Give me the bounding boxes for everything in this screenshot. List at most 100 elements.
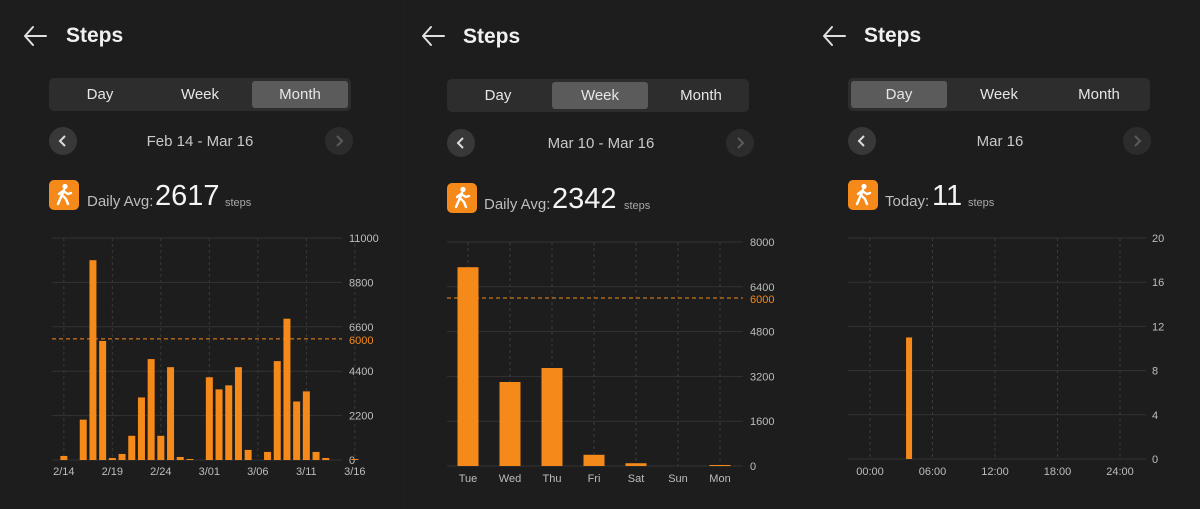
x-tick-label: 00:00 (856, 466, 884, 478)
steps-chart-day: 0 4 8 12 16 20 00:00 06:00 12:00 18:00 24:00 (848, 233, 1164, 478)
walking-person-icon (49, 180, 79, 210)
chevron-left-icon (456, 137, 464, 149)
period-selector: Day Week Month (49, 78, 351, 111)
tab-week[interactable]: Week (979, 86, 1019, 103)
chevron-left-icon (58, 135, 66, 147)
steps-panel-week: Steps Day Week Month Mar 10 - Mar 16 Dai… (401, 0, 801, 509)
next-period-button[interactable] (726, 129, 754, 157)
bar (99, 340, 107, 460)
bar (244, 449, 252, 460)
y-tick-label: 3200 (750, 371, 774, 383)
bar (225, 385, 233, 460)
arrow-left-icon[interactable] (420, 24, 446, 48)
y-tick-label: 1600 (750, 416, 774, 428)
x-tick-label: Mon (709, 473, 730, 485)
bar (167, 367, 175, 460)
tab-month[interactable]: Month (680, 87, 722, 104)
page-title: Steps (463, 25, 521, 48)
y-tick-label: 2200 (349, 411, 373, 423)
arrow-left-icon[interactable] (821, 24, 847, 48)
bar (264, 451, 272, 460)
bar (273, 361, 281, 460)
bar (234, 367, 242, 460)
date-range: Mar 16 (976, 133, 1024, 150)
tab-day[interactable]: Day (484, 87, 512, 104)
bar (89, 260, 97, 460)
tab-week[interactable]: Week (180, 86, 220, 103)
tab-day[interactable]: Day (851, 81, 947, 108)
bar (215, 389, 223, 460)
steps-panel-day: Steps Day Week Month Mar 16 Today: 11 st… (802, 0, 1200, 509)
y-tick-label: 8 (1152, 366, 1158, 378)
bar (118, 453, 126, 460)
bar (137, 397, 145, 460)
avg-value: 2342 (552, 183, 617, 215)
bar (205, 377, 213, 460)
tab-day[interactable]: Day (86, 86, 114, 103)
bar (541, 368, 563, 466)
y-tick-label: 11000 (349, 233, 379, 245)
chevron-right-icon (1134, 135, 1142, 147)
next-period-button[interactable] (325, 127, 353, 155)
header: Steps (401, 18, 801, 54)
bar (79, 419, 87, 460)
y-tick-label: 0 (349, 455, 355, 467)
bar (625, 463, 647, 466)
x-tick-label: Wed (499, 473, 521, 485)
arrow-left-icon[interactable] (22, 24, 48, 48)
bar (457, 267, 479, 466)
x-tick-label: 3/11 (296, 466, 317, 478)
tab-month[interactable]: Month (252, 81, 348, 108)
prev-period-button[interactable] (49, 127, 77, 155)
avg-value: 2617 (155, 180, 220, 212)
bar (283, 318, 291, 460)
x-tick-label: Tue (459, 473, 478, 485)
x-tick-label: 18:00 (1044, 466, 1072, 478)
tab-month[interactable]: Month (1078, 86, 1120, 103)
avg-unit: steps (624, 200, 651, 212)
walking-person-icon (447, 183, 477, 213)
header: Steps (0, 18, 400, 54)
bar (351, 458, 359, 460)
bar (709, 465, 731, 466)
goal-label: 6000 (349, 335, 373, 347)
steps-chart-month: 0 2200 4400 6600 8800 11000 6000 2/14 2/19 2/24 3/… (52, 233, 379, 478)
y-tick-label: 4800 (750, 327, 774, 339)
chevron-right-icon (737, 137, 745, 149)
x-tick-label: 12:00 (981, 466, 1009, 478)
y-tick-label: 8000 (750, 237, 774, 249)
prev-period-button[interactable] (848, 127, 876, 155)
x-tick-label: 3/01 (199, 466, 220, 478)
bar (157, 435, 165, 460)
x-tick-label: 3/06 (247, 466, 268, 478)
date-range: Feb 14 - Mar 16 (146, 133, 254, 150)
period-selector: Day Week Month (848, 78, 1150, 111)
y-tick-label: 8800 (349, 277, 373, 289)
bar (108, 457, 116, 460)
avg-unit: steps (225, 197, 252, 209)
bar (499, 382, 521, 466)
bar (906, 337, 913, 459)
bar (293, 401, 301, 460)
bar (60, 455, 68, 460)
prev-period-button[interactable] (447, 129, 475, 157)
steps-panel-month: Steps Day Week Month Feb 14 - Mar 16 Dai… (0, 0, 400, 509)
period-selector: Day Week Month (447, 79, 749, 112)
header: Steps (802, 18, 1200, 54)
tab-week[interactable]: Week (552, 82, 648, 109)
bar (322, 457, 330, 460)
y-tick-label: 0 (750, 461, 756, 473)
chevron-right-icon (336, 135, 344, 147)
y-tick-label: 6400 (750, 282, 774, 294)
x-tick-label: 2/24 (150, 466, 171, 478)
y-tick-label: 4400 (349, 366, 373, 378)
goal-label: 6000 (750, 294, 774, 306)
next-period-button[interactable] (1123, 127, 1151, 155)
chevron-left-icon (857, 135, 865, 147)
bar (302, 391, 310, 460)
y-tick-label: 6600 (349, 322, 373, 334)
steps-chart-week: 0 1600 3200 4800 6400 8000 6000 Tue Wed Thu Fri Sat… (447, 237, 774, 485)
bar (583, 454, 605, 466)
page-title: Steps (864, 24, 922, 47)
avg-label: Daily Avg: (87, 193, 154, 210)
